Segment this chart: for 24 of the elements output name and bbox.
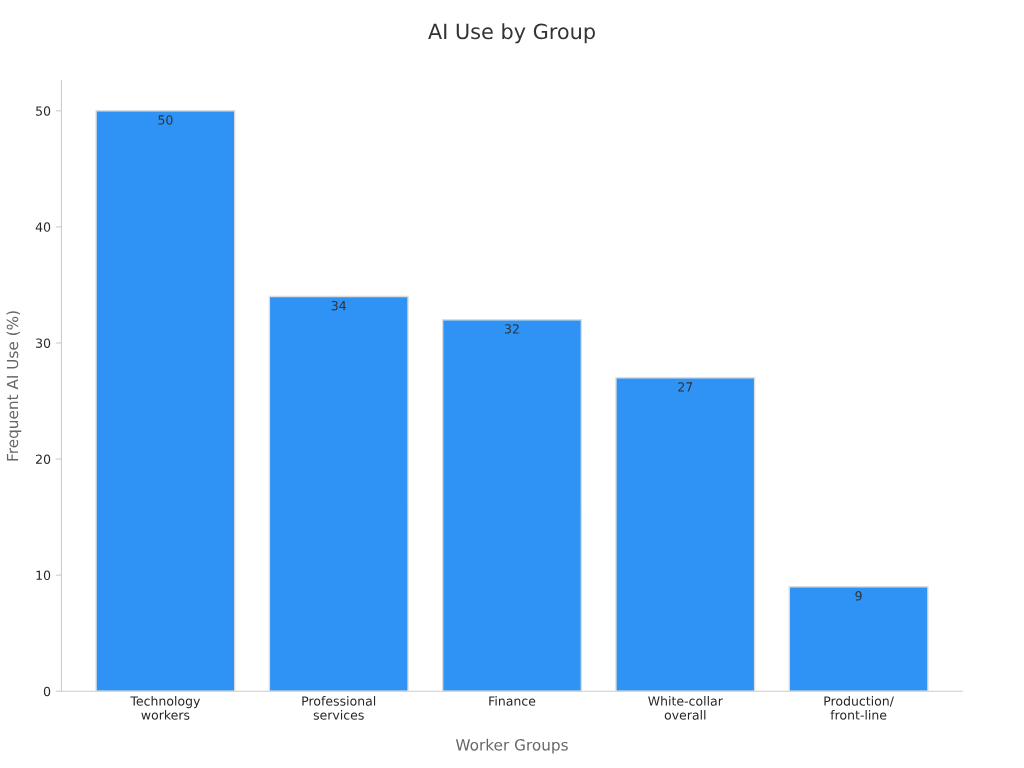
- y-tick-label: 30: [36, 338, 51, 348]
- data-label: 32: [505, 324, 519, 334]
- y-tick-label: 20: [36, 454, 51, 464]
- y-tick-label: 40: [35, 222, 51, 232]
- bar: [95, 110, 236, 692]
- x-axis-title: Worker Groups: [455, 738, 568, 754]
- bar: [788, 586, 929, 692]
- y-axis-title: Frequent AI Use (%): [6, 311, 22, 461]
- y-tick-label: 10: [36, 570, 51, 581]
- bar: [268, 295, 409, 692]
- data-label: 50: [158, 115, 173, 125]
- x-tick-label: White-collar overall: [648, 696, 723, 720]
- bar: [615, 377, 756, 692]
- data-label: 9: [855, 591, 862, 601]
- x-tick-label: Technology workers: [130, 696, 201, 720]
- data-label: 27: [678, 382, 693, 392]
- x-tick-label: Finance: [489, 696, 536, 706]
- x-tick-label: Production/ front-line: [824, 696, 894, 720]
- y-tick-label: 0: [43, 686, 51, 697]
- chart-title: AI Use by Group: [428, 23, 595, 44]
- x-tick-label: Professional services: [302, 696, 376, 720]
- y-tick-label: 50: [36, 106, 51, 116]
- data-label: 34: [331, 300, 346, 311]
- bar: [441, 319, 583, 692]
